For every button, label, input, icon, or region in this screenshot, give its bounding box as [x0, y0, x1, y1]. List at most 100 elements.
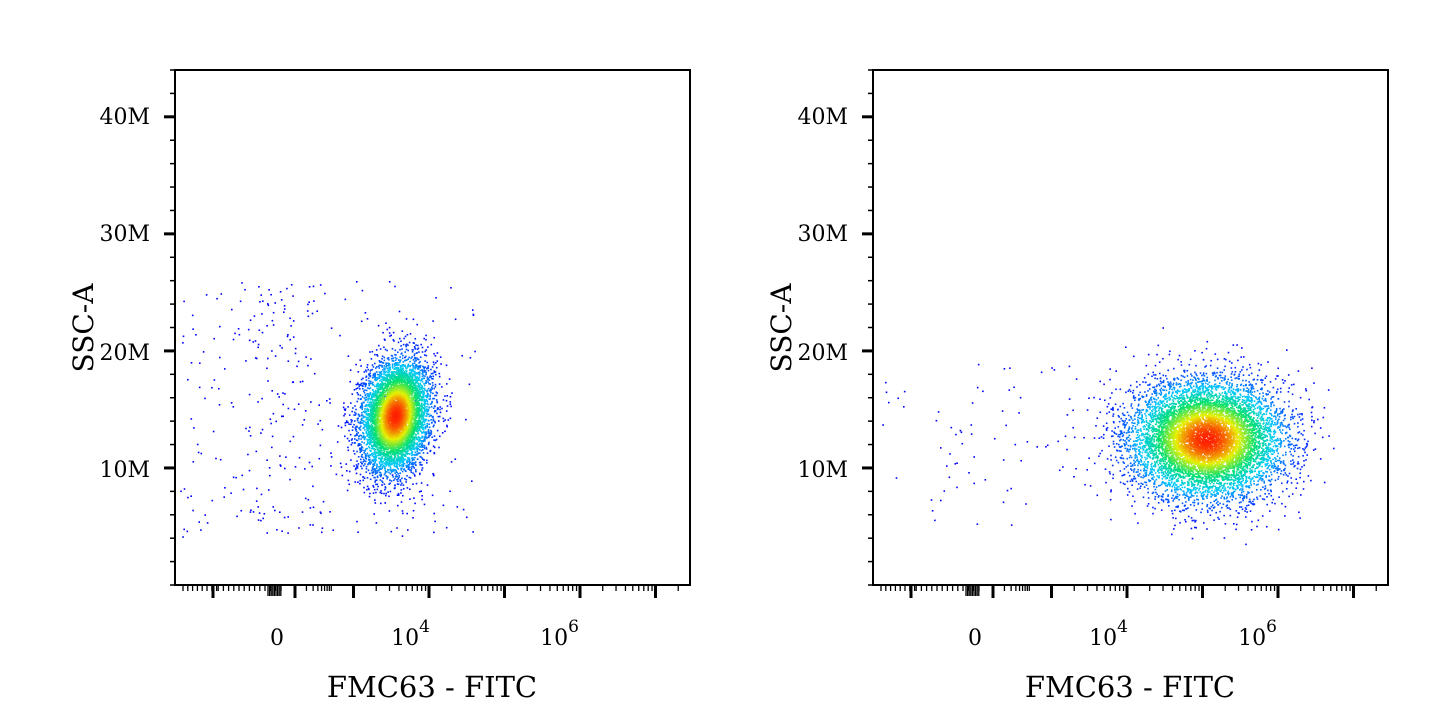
data-point — [383, 359, 386, 362]
data-point — [414, 377, 416, 379]
data-point — [390, 455, 392, 457]
data-point — [406, 373, 408, 375]
data-point — [415, 482, 418, 485]
data-point — [397, 341, 400, 344]
data-point — [420, 411, 423, 413]
data-point — [422, 412, 425, 414]
data-point — [365, 458, 368, 460]
data-point — [389, 439, 392, 442]
data-point — [419, 382, 422, 385]
data-point — [379, 467, 382, 470]
data-point — [395, 443, 397, 445]
data-point — [406, 450, 408, 453]
data-point — [345, 420, 348, 422]
data-point — [424, 434, 427, 437]
data-point — [357, 431, 359, 434]
data-point — [384, 458, 387, 461]
data-point — [423, 387, 426, 390]
data-point — [402, 447, 404, 449]
data-point — [353, 423, 355, 426]
data-point — [417, 404, 419, 407]
data-point — [426, 377, 429, 380]
data-point — [423, 400, 425, 403]
data-point — [304, 497, 307, 500]
data-point — [374, 502, 377, 504]
data-point — [372, 471, 374, 474]
data-point — [415, 402, 418, 405]
data-point — [368, 413, 370, 415]
data-point — [377, 451, 380, 454]
data-point — [382, 464, 385, 467]
data-point — [410, 386, 413, 388]
data-point — [425, 433, 428, 436]
data-point — [362, 461, 365, 463]
data-point — [383, 371, 385, 373]
data-point — [187, 378, 189, 381]
data-point — [413, 342, 415, 344]
data-point — [418, 399, 420, 402]
data-point — [425, 381, 428, 383]
data-point — [385, 363, 387, 365]
data-point — [408, 443, 410, 445]
data-point — [394, 382, 396, 384]
data-point — [367, 398, 369, 400]
data-point — [418, 406, 420, 409]
data-point — [377, 454, 380, 456]
data-point — [433, 435, 436, 437]
data-point — [416, 444, 419, 447]
data-point — [433, 452, 435, 454]
data-point — [380, 415, 382, 418]
data-point — [205, 294, 208, 296]
data-point — [383, 492, 385, 495]
data-point — [415, 438, 418, 440]
data-point — [370, 423, 373, 426]
data-point — [362, 387, 364, 390]
data-point — [360, 365, 362, 367]
data-point — [365, 370, 368, 373]
data-point — [400, 484, 402, 486]
data-point — [406, 475, 408, 477]
data-point — [370, 430, 372, 433]
data-point — [374, 473, 377, 475]
data-point — [382, 460, 384, 463]
data-point — [384, 437, 387, 440]
data-point — [394, 454, 396, 457]
data-point — [347, 406, 349, 408]
data-point — [417, 436, 420, 438]
data-point — [415, 379, 417, 381]
data-point — [430, 406, 433, 408]
data-point — [381, 423, 383, 426]
data-point — [401, 382, 403, 384]
data-point — [397, 504, 399, 507]
data-point — [384, 469, 387, 472]
data-point — [449, 403, 452, 405]
data-point — [442, 420, 445, 423]
data-point — [430, 343, 433, 346]
data-point — [339, 334, 341, 337]
data-point — [216, 297, 218, 300]
data-point — [374, 353, 376, 356]
data-point — [399, 387, 401, 390]
data-point — [412, 396, 415, 399]
data-point — [418, 376, 421, 378]
data-point — [419, 361, 421, 363]
data-point — [406, 333, 409, 336]
data-point — [422, 396, 425, 399]
data-point — [328, 398, 331, 400]
data-point — [396, 479, 398, 481]
data-point — [396, 483, 399, 485]
data-point — [406, 398, 409, 401]
data-point — [374, 372, 376, 374]
data-point — [411, 349, 414, 351]
data-point — [408, 372, 411, 374]
data-point — [381, 450, 383, 452]
data-point — [402, 361, 405, 363]
data-point — [404, 436, 406, 439]
data-point — [367, 441, 369, 444]
data-point — [385, 447, 387, 450]
data-point — [335, 473, 338, 476]
data-point — [432, 361, 435, 363]
data-point — [422, 431, 424, 434]
data-point — [398, 381, 401, 383]
data-point — [424, 436, 426, 438]
